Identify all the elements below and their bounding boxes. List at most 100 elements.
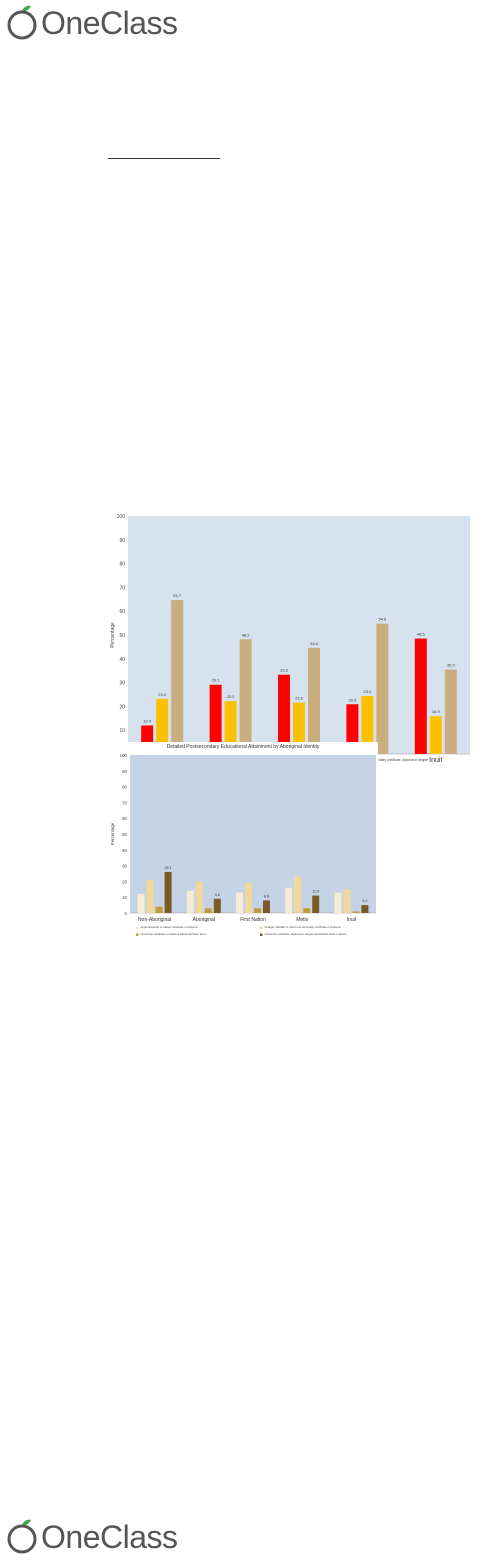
y-tick-label: 10	[119, 728, 125, 734]
legend-swatch	[136, 933, 139, 936]
legend-entry: University certificate, diploma or degre…	[265, 932, 347, 936]
legend-swatch	[260, 926, 263, 929]
y-tick-label: 50	[119, 633, 125, 639]
category-label: Metis	[296, 917, 308, 923]
bar	[245, 882, 252, 913]
legend-swatch	[260, 933, 263, 936]
bar	[239, 639, 252, 754]
y-tick-label: 70	[122, 800, 127, 805]
bar	[303, 908, 311, 913]
y-tick-label: 40	[122, 848, 127, 853]
chart-1-svg: 0102030405060708090100Percentage12.023.2…	[108, 514, 472, 764]
bar	[137, 894, 145, 913]
bar	[352, 911, 360, 913]
oneclass-logo: OneClass	[4, 4, 178, 40]
data-label: 48.2	[242, 632, 251, 637]
bar	[308, 647, 320, 754]
y-axis-label: Percentage	[110, 822, 115, 845]
y-tick-label: 10	[122, 895, 127, 900]
bar	[414, 638, 427, 754]
legend-entry: College, CEGEP or other non-university c…	[265, 925, 341, 929]
bar	[444, 669, 457, 754]
bar	[312, 895, 320, 913]
underline-rule	[108, 158, 220, 159]
legend-swatch	[136, 926, 139, 929]
bar	[278, 674, 290, 754]
y-tick-label: 80	[122, 785, 127, 790]
y-tick-label: 80	[119, 562, 125, 568]
y-tick-label: 20	[122, 879, 127, 884]
category-label: Inuit	[347, 917, 357, 923]
bar	[224, 701, 237, 754]
apple-icon	[7, 1519, 37, 1554]
bar	[186, 890, 194, 913]
bar	[195, 881, 203, 913]
category-label: Aboriginal	[193, 917, 215, 923]
data-label: 8.8	[264, 894, 269, 898]
bar	[171, 600, 184, 754]
bar	[204, 908, 212, 913]
data-label: 12.0	[143, 718, 152, 723]
bar	[236, 892, 243, 913]
data-label: 5.1	[362, 899, 367, 903]
y-tick-label: 40	[119, 657, 125, 663]
category-label: Inuit	[429, 757, 442, 764]
chart-title: Detailed Postsecondary Educational Attai…	[167, 744, 320, 750]
apple-icon	[7, 5, 37, 40]
chart-educational-attainment: 0102030405060708090100Percentage12.023.2…	[108, 514, 472, 769]
legend-entry: Apprenticeship or trades certificate or …	[141, 925, 198, 929]
data-label: 22.2	[227, 694, 236, 699]
data-label: 29.1	[212, 678, 221, 683]
y-tick-label: 100	[120, 753, 128, 758]
bar	[155, 906, 163, 913]
bar	[294, 876, 302, 913]
bar	[361, 905, 369, 913]
bar	[263, 900, 270, 913]
y-tick-label: 30	[119, 681, 125, 687]
y-axis-label: Percentage	[110, 622, 116, 648]
y-tick-label: 20	[119, 704, 125, 710]
oneclass-logo-footer: OneClass	[4, 1518, 178, 1554]
bar	[334, 892, 342, 913]
data-label: 9.8	[215, 893, 220, 897]
data-label: 20.9	[349, 697, 358, 702]
category-label: Non-Aboriginal	[138, 917, 171, 923]
data-label: 15.9	[432, 709, 441, 714]
y-tick-label: 90	[122, 769, 127, 774]
chart-2-svg: Detailed Postsecondary Educational Attai…	[108, 742, 378, 940]
bar	[361, 695, 374, 754]
y-tick-label: 50	[122, 832, 127, 837]
bar	[429, 716, 442, 754]
y-tick-label: 60	[119, 609, 125, 615]
y-tick-label: 30	[122, 864, 127, 869]
data-label: 11.9	[312, 890, 319, 894]
bar	[285, 887, 293, 913]
data-label: 48.5	[417, 632, 426, 637]
legend-entry: Postsecondary certificate, diploma or de…	[365, 758, 428, 762]
bar	[164, 871, 172, 913]
bar	[254, 908, 261, 913]
bar	[213, 898, 221, 913]
data-label: 33.3	[280, 668, 289, 673]
data-label: 21.6	[295, 696, 304, 701]
bar	[209, 684, 222, 754]
data-label: 35.5	[447, 663, 456, 668]
y-tick-label: 70	[119, 585, 125, 591]
y-tick-label: 100	[117, 514, 126, 520]
bar	[156, 698, 169, 754]
y-tick-label: 0	[125, 911, 128, 916]
y-tick-label: 60	[122, 816, 127, 821]
data-label: 26.1	[165, 866, 172, 870]
data-label: 23.2	[158, 692, 167, 697]
bar	[343, 889, 351, 913]
data-label: 54.8	[379, 617, 388, 622]
chart-detailed-postsecondary: Detailed Postsecondary Educational Attai…	[108, 742, 378, 945]
bar	[293, 702, 305, 754]
brand-name: OneClass	[41, 1519, 178, 1555]
bar	[346, 704, 359, 754]
data-label: 24.4	[364, 689, 373, 694]
data-label: 64.7	[173, 593, 182, 598]
bar	[376, 623, 389, 754]
legend-entry: University certificate or diploma below …	[141, 932, 206, 936]
bar	[146, 879, 154, 913]
